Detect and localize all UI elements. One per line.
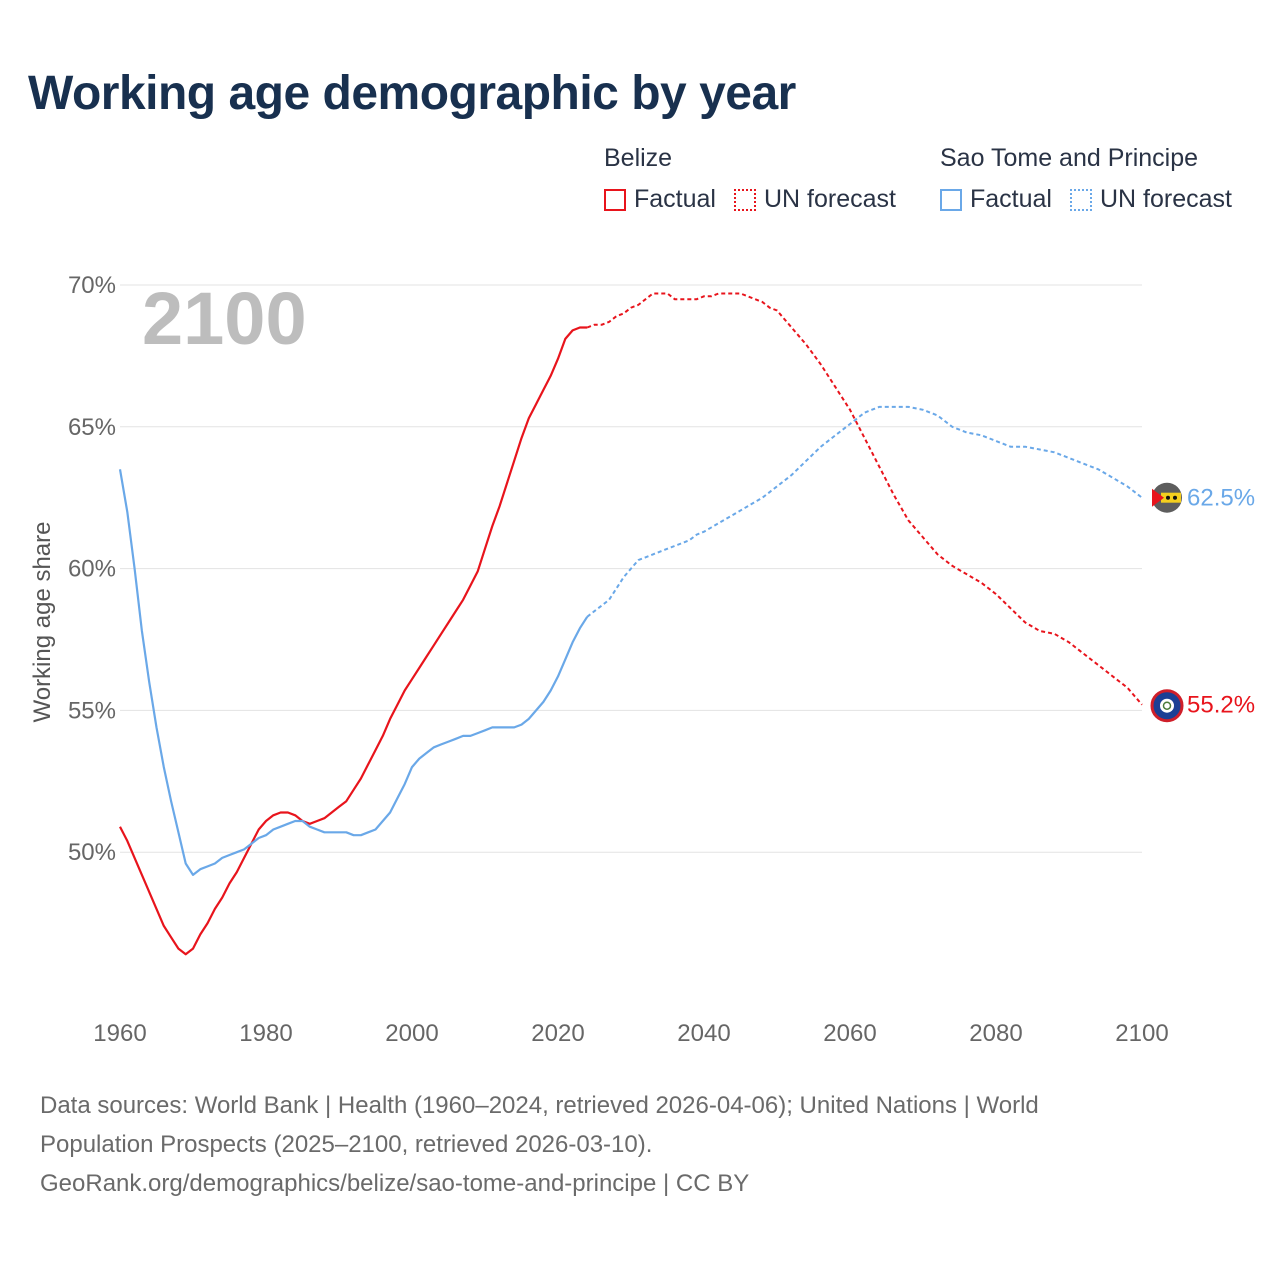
- legend-item-belize-factual[interactable]: Factual: [604, 185, 716, 214]
- sources-line-2: Population Prospects (2025–2100, retriev…: [40, 1131, 653, 1158]
- y-axis-label: Working age share: [29, 522, 56, 723]
- legend-group-belize: Belize Factual UN forecast: [604, 144, 914, 214]
- series-line-belize-factual: [119, 326, 588, 956]
- legend-group-sao-tome: Sao Tome and Principe Factual UN forecas…: [940, 144, 1250, 214]
- legend-country-belize: Belize: [604, 144, 673, 172]
- x-tick-label: 2060: [823, 1020, 876, 1047]
- x-axis: 1960 1980 2000 2020 2040 2060 2080 2100: [93, 1020, 1168, 1047]
- series-line-belize-forecast: [586, 292, 1143, 706]
- legend-item-sao-tome-forecast[interactable]: UN forecast: [1069, 185, 1232, 214]
- flag-star: [1166, 495, 1170, 500]
- x-tick-label: 2040: [677, 1020, 730, 1047]
- legend-item-sao-tome-factual[interactable]: Factual: [940, 185, 1052, 214]
- legend-swatch-sao-tome-forecast: [1069, 188, 1092, 211]
- legend-label: Factual: [970, 185, 1052, 213]
- sources-line-1: Data sources: World Bank | Health (1960–…: [40, 1092, 1039, 1119]
- legend-label: UN forecast: [763, 185, 896, 213]
- flag-emblem-ring: [1162, 701, 1172, 710]
- year-watermark: 2100: [142, 277, 307, 360]
- end-value-label-sao-tome-and-principe: 62.5%: [1187, 485, 1255, 512]
- y-axis: 50% 55% 60% 65% 70%: [68, 272, 116, 866]
- x-tick-label: 2000: [385, 1020, 438, 1047]
- legend-item-belize-forecast[interactable]: UN forecast: [733, 185, 896, 214]
- belize-flag-icon: [1150, 689, 1184, 723]
- x-tick-label: 2020: [531, 1020, 584, 1047]
- end-markers: 55.2% 62.5%: [1150, 482, 1255, 723]
- series-line-sao-tome-and-principe-factual: [118, 469, 589, 876]
- flag-triangle: [1152, 488, 1164, 507]
- chart-title: Working age demographic by year: [28, 67, 796, 120]
- y-tick-label: 50%: [68, 839, 116, 866]
- legend-swatch-belize-forecast: [733, 188, 756, 211]
- series-line-sao-tome-and-principe-forecast: [586, 405, 1143, 618]
- x-tick-label: 2100: [1115, 1020, 1168, 1047]
- y-tick-label: 55%: [68, 697, 116, 724]
- legend-swatch-belize-factual: [604, 188, 626, 211]
- sao-tome-flag-icon: [1152, 482, 1182, 513]
- flag-star: [1173, 495, 1177, 500]
- legend-swatch-sao-tome-factual: [940, 188, 962, 211]
- series-lines: [118, 292, 1143, 956]
- y-tick-label: 60%: [68, 556, 116, 583]
- x-tick-label: 2080: [969, 1020, 1022, 1047]
- end-value-label-belize: 55.2%: [1187, 692, 1255, 719]
- legend-label: Factual: [634, 185, 716, 213]
- sources-line-3[interactable]: GeoRank.org/demographics/belize/sao-tome…: [40, 1170, 750, 1197]
- x-tick-label: 1960: [93, 1020, 146, 1047]
- data-sources: Data sources: World Bank | Health (1960–…: [40, 1086, 1240, 1203]
- legend-label: UN forecast: [1099, 185, 1232, 213]
- flag-emblem: [1160, 698, 1174, 713]
- legend-country-sao-tome: Sao Tome and Principe: [940, 144, 1199, 172]
- y-tick-label: 65%: [68, 414, 116, 441]
- y-tick-label: 70%: [68, 272, 116, 299]
- flag-yellow-band: [1161, 492, 1181, 503]
- line-chart: 2100 50% 55% 60% 65% 70% 1960 1980 2000 2020 204…: [29, 272, 1255, 1047]
- x-tick-label: 1980: [239, 1020, 292, 1047]
